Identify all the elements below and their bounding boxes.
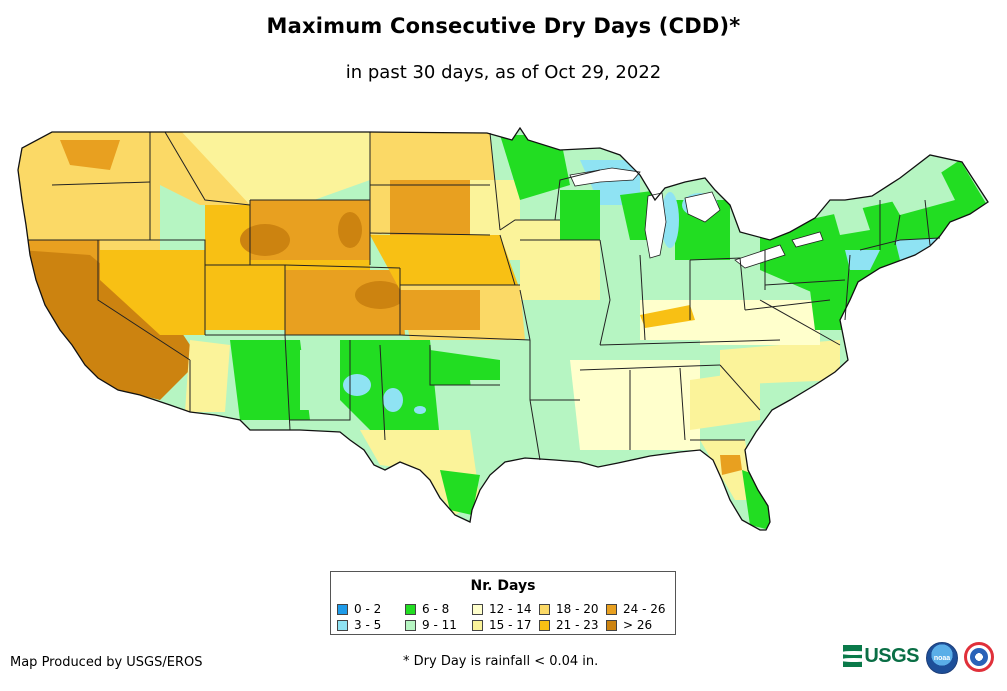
legend-swatch	[606, 603, 617, 615]
legend-item: 18 - 20	[539, 602, 599, 616]
legend-item: 0 - 2	[337, 602, 381, 616]
legend-swatch	[539, 603, 550, 615]
legend-label: 15 - 17	[489, 618, 532, 632]
legend-item: 24 - 26	[606, 602, 666, 616]
legend-label: > 26	[623, 618, 653, 632]
legend-swatch	[472, 619, 483, 631]
legend-item: > 26	[606, 618, 652, 632]
legend-swatch	[405, 603, 416, 615]
map-title: Maximum Consecutive Dry Days (CDD)*	[266, 14, 741, 38]
nws-logo	[964, 642, 994, 672]
legend-item: 15 - 17	[472, 618, 532, 632]
legend-label: 3 - 5	[354, 618, 382, 632]
legend-item: 9 - 11	[405, 618, 457, 632]
legend-item: 3 - 5	[337, 618, 381, 632]
legend-label: 21 - 23	[556, 618, 599, 632]
legend-label: 9 - 11	[422, 618, 457, 632]
legend-swatch	[606, 619, 617, 631]
usgs-logo-text: USGS	[864, 644, 919, 667]
legend-swatch	[337, 603, 348, 615]
usgs-wave-icon	[843, 645, 863, 667]
legend-swatch	[337, 619, 348, 631]
legend-item: 6 - 8	[405, 602, 449, 616]
legend: Nr. Days 0 - 2 3 - 5 6 - 8 9 - 11 12 - 1…	[330, 571, 676, 635]
legend-swatch	[405, 619, 416, 631]
legend-title: Nr. Days	[470, 578, 536, 594]
map-credit: Map Produced by USGS/EROS	[10, 655, 203, 670]
state-borders	[28, 131, 941, 461]
great-lakes	[569, 167, 824, 269]
legend-item: 12 - 14	[472, 602, 532, 616]
legend-label: 0 - 2	[354, 602, 382, 616]
noaa-logo-text: noaa	[933, 654, 951, 662]
nws-seal-icon	[970, 648, 988, 666]
cdd-fill-layer	[18, 128, 988, 530]
noaa-logo: noaa	[926, 642, 958, 674]
legend-swatch	[472, 603, 483, 615]
legend-item: 21 - 23	[539, 618, 599, 632]
footnote: * Dry Day is rainfall < 0.04 in.	[403, 654, 599, 669]
legend-label: 24 - 26	[623, 602, 666, 616]
legend-label: 12 - 14	[489, 602, 532, 616]
usgs-logo: USGS	[843, 643, 919, 669]
legend-label: 6 - 8	[422, 602, 450, 616]
legend-swatch	[539, 619, 550, 631]
map-subtitle: in past 30 days, as of Oct 29, 2022	[345, 62, 662, 83]
legend-label: 18 - 20	[556, 602, 599, 616]
